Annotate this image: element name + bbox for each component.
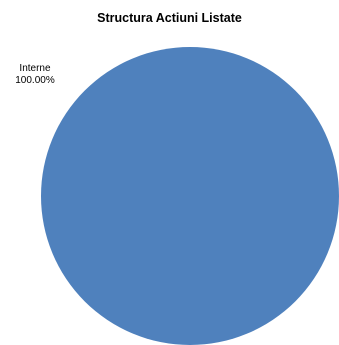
chart-title: Structura Actiuni Listate — [97, 11, 242, 25]
pie-slice-interne — [41, 47, 339, 345]
slice-label-value: 100.00% — [15, 75, 55, 86]
slice-data-label: Interne 100.00% — [6, 63, 64, 87]
slice-label-name: Interne — [19, 63, 51, 74]
pie-slices — [41, 47, 339, 345]
